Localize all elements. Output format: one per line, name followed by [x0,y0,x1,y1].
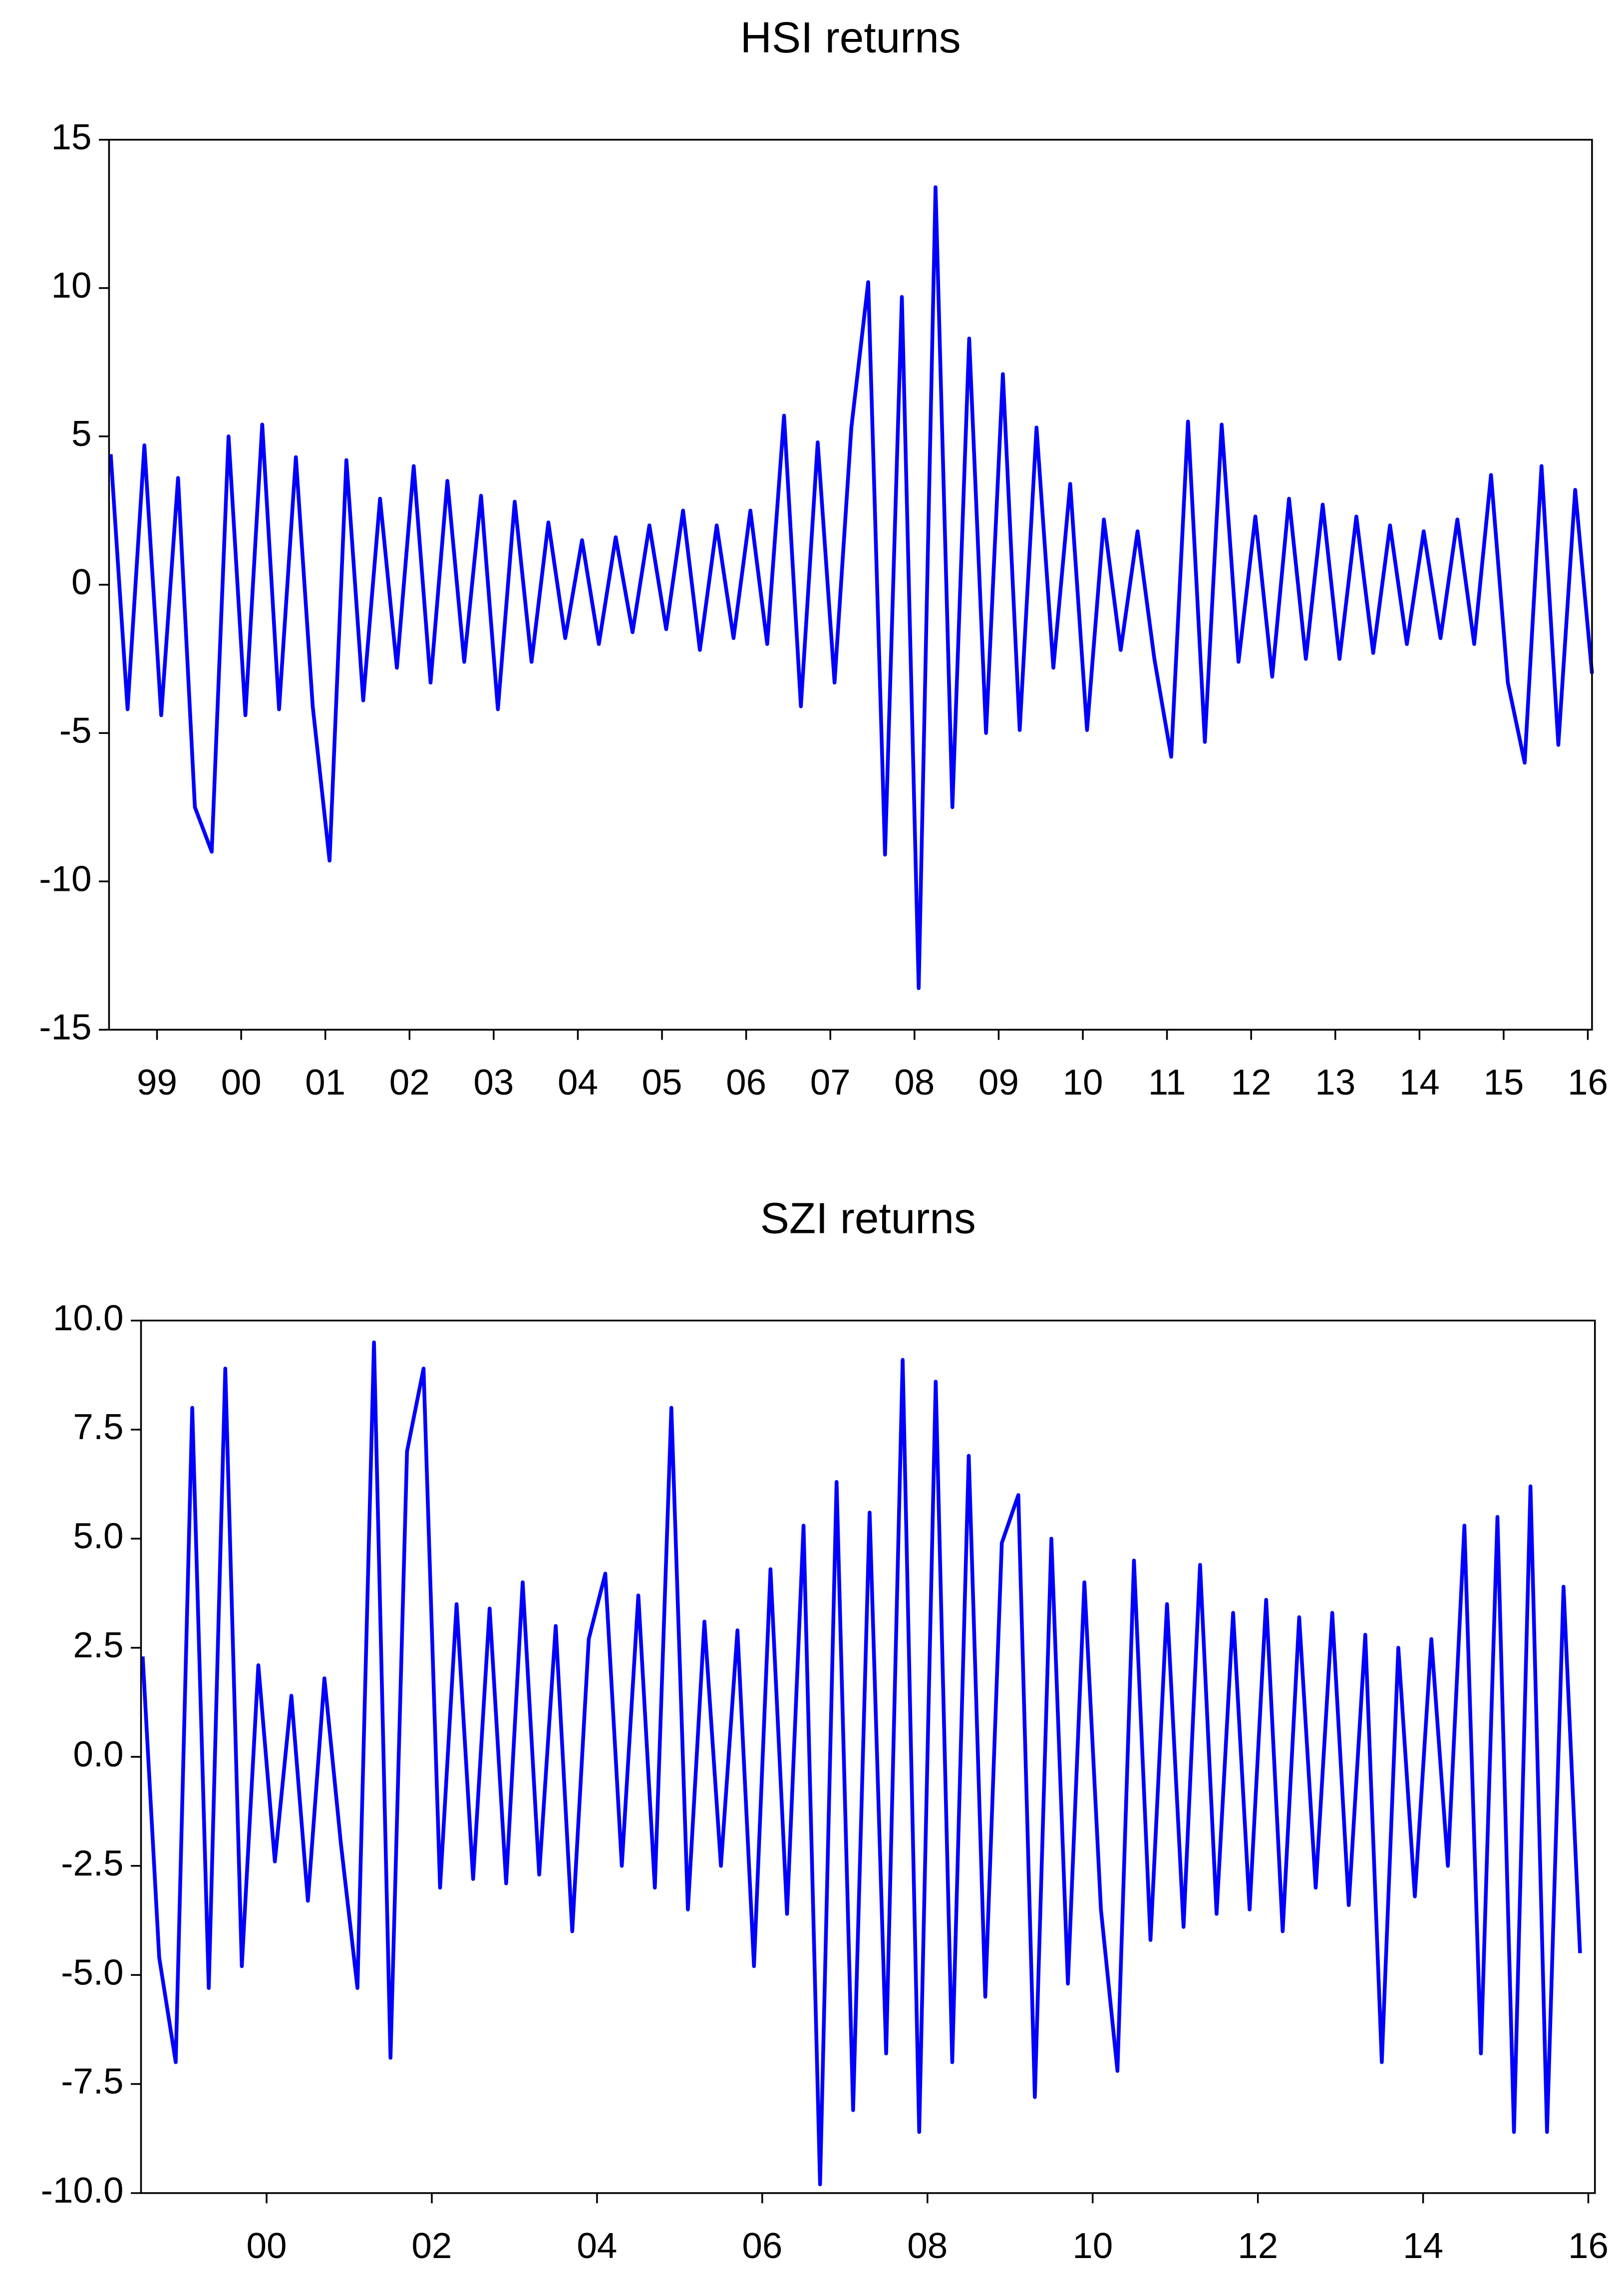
y-tick-label: -5.0 [61,1952,123,1992]
x-tick-label: 05 [642,1062,682,1103]
y-tick-label: -2.5 [61,1843,123,1884]
x-tick-label: 02 [389,1062,430,1103]
y-tick-label: 7.5 [73,1407,123,1447]
x-tick-label: 14 [1403,2226,1443,2266]
y-tick-label: 0.0 [73,1734,123,1774]
y-tick-label: -5 [59,710,92,751]
x-tick-label: 16 [1568,1062,1608,1103]
x-tick-label: 12 [1231,1062,1272,1103]
y-tick-label: 5 [71,413,92,454]
y-tick-label: 15 [51,117,91,157]
x-tick-label: 07 [810,1062,851,1103]
x-tick-label: 06 [726,1062,766,1103]
x-tick-label: 09 [978,1062,1019,1103]
x-tick-label: 02 [411,2226,452,2266]
x-tick-label: 06 [742,2226,782,2266]
x-tick-label: 10 [1062,1062,1103,1103]
y-tick-label: -15 [39,1007,91,1047]
x-tick-label: 99 [137,1062,177,1103]
x-tick-label: 15 [1483,1062,1524,1103]
x-tick-label: 00 [221,1062,262,1103]
y-tick-label: -10.0 [41,2170,124,2211]
x-tick-label: 14 [1399,1062,1440,1103]
x-tick-label: 16 [1568,2226,1609,2266]
chart-title: SZI returns [760,1194,976,1243]
x-tick-label: 13 [1315,1062,1355,1103]
x-tick-label: 04 [558,1062,598,1103]
x-tick-label: 11 [1148,1062,1186,1103]
chart-title: HSI returns [740,13,961,62]
line-series [109,185,1594,990]
x-tick-label: 03 [473,1062,514,1103]
x-tick-label: 12 [1238,2226,1278,2266]
y-tick-label: 10 [51,265,91,306]
x-tick-label: 08 [907,2226,948,2266]
x-tick-label: 10 [1072,2226,1113,2266]
x-tick-label: 00 [247,2226,287,2266]
x-tick-label: 04 [577,2226,617,2266]
y-tick-label: -10 [39,858,91,899]
x-tick-label: 01 [305,1062,345,1103]
x-tick-label: 08 [894,1062,935,1103]
line-series [141,1340,1582,2187]
y-tick-label: 10.0 [53,1298,124,1338]
y-tick-label: 2.5 [73,1625,123,1665]
y-tick-label: 5.0 [73,1516,123,1556]
y-tick-label: 0 [71,562,92,602]
y-tick-label: -7.5 [61,2061,123,2102]
